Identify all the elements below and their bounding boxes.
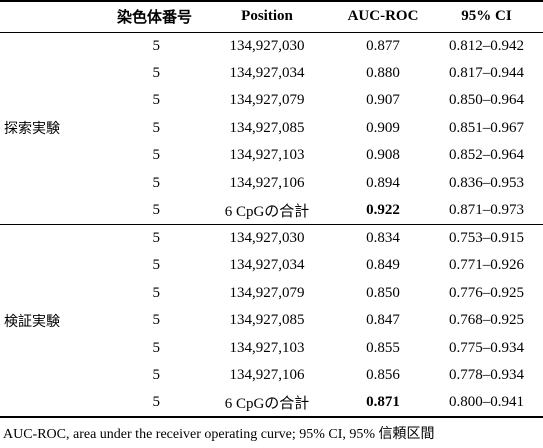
table-row: 5 134,927,030 0.877 0.812–0.942 [0, 32, 543, 60]
position-cell: 134,927,030 [229, 230, 305, 246]
table-row: 5 134,927,034 0.849 0.771–0.926 [0, 252, 543, 280]
header-position: Position [198, 0, 336, 33]
auc-roc-cell: 0.894 [366, 174, 400, 191]
ci-cell: 0.775–0.934 [449, 339, 524, 356]
ci-cell: 0.817–0.944 [449, 64, 524, 81]
ci-cell: 0.776–0.925 [449, 284, 524, 301]
auc-roc-cell: 0.877 [366, 37, 400, 54]
table-row: 5 134,927,030 0.834 0.753–0.915 [0, 225, 543, 253]
position-cell: 134,927,103 [229, 147, 305, 164]
ci-cell: 0.768–0.925 [449, 312, 524, 329]
auc-roc-cell: 0.834 [366, 230, 400, 246]
group-label-cell [0, 60, 100, 88]
table-header: 染色体番号 Position AUC-ROC 95% CI [0, 0, 543, 33]
auc-roc-cell: 0.908 [366, 147, 400, 164]
ci-cell: 0.852–0.964 [449, 147, 524, 164]
position-cell: 134,927,085 [229, 119, 305, 136]
auc-roc-cell: 0.850 [366, 284, 400, 301]
group-label-cell [0, 335, 100, 363]
chromosome-cell: 5 [152, 92, 161, 109]
auc-roc-cell: 0.909 [366, 119, 400, 136]
auc-roc-cell: 0.922 [336, 197, 430, 225]
group-label-cell: 検証実験 [4, 313, 60, 330]
position-cell: 134,927,106 [229, 367, 305, 384]
chromosome-cell: 5 [100, 389, 198, 418]
chromosome-cell: 5 [152, 339, 161, 356]
position-cell: 134,927,030 [229, 37, 305, 54]
table-row: 検証実験 5 134,927,085 0.847 0.768–0.925 [0, 307, 543, 335]
table-row: 5 134,927,079 0.850 0.776–0.925 [0, 280, 543, 308]
auc-roc-cell: 0.855 [366, 339, 400, 356]
table-row: 探索実験 5 134,927,085 0.909 0.851–0.967 [0, 115, 543, 143]
group-label-cell [0, 170, 100, 198]
chromosome-cell: 5 [152, 284, 161, 301]
chromosome-cell: 5 [152, 64, 161, 81]
group-label-cell: 探索実験 [4, 121, 60, 138]
chromosome-cell: 5 [152, 147, 161, 164]
chromosome-cell: 5 [152, 367, 161, 384]
chromosome-cell: 5 [152, 257, 161, 274]
group-label-cell [0, 142, 100, 170]
ci-cell: 0.771–0.926 [449, 257, 524, 274]
chromosome-cell: 5 [152, 37, 161, 54]
auc-roc-cell: 0.871 [336, 389, 430, 418]
position-cell: 134,927,103 [229, 339, 305, 356]
header-chromosome: 染色体番号 [100, 0, 198, 33]
header-group [0, 0, 100, 33]
group-label-cell [0, 225, 100, 253]
chromosome-cell: 5 [152, 174, 161, 191]
table-row: 5 134,927,079 0.907 0.850–0.964 [0, 87, 543, 115]
position-cell: 6 CpGの合計 [198, 389, 336, 418]
chromosome-cell: 5 [152, 230, 161, 246]
group-label-cell [0, 389, 100, 418]
group-label-cell [0, 197, 100, 225]
auc-roc-cell: 0.856 [366, 367, 400, 384]
group-label-cell [0, 280, 100, 308]
group-label-cell [0, 362, 100, 390]
auc-roc-cell: 0.880 [366, 64, 400, 81]
table-row: 5 134,927,034 0.880 0.817–0.944 [0, 60, 543, 88]
ci-cell: 0.812–0.942 [449, 37, 524, 54]
chromosome-cell: 5 [100, 197, 198, 225]
chromosome-cell: 5 [152, 119, 161, 136]
ci-cell: 0.800–0.941 [430, 389, 543, 418]
position-cell: 134,927,034 [229, 64, 305, 81]
header-95-ci: 95% CI [430, 0, 543, 33]
table-row: 5 134,927,103 0.855 0.775–0.934 [0, 335, 543, 363]
ci-cell: 0.851–0.967 [449, 119, 524, 136]
position-cell: 134,927,106 [229, 174, 305, 191]
table-body: 5 134,927,030 0.877 0.812–0.942 5 134,927,034… [0, 32, 543, 418]
table-row: 5 134,927,106 0.894 0.836–0.953 [0, 170, 543, 198]
group-label-cell [0, 87, 100, 115]
chromosome-cell: 5 [152, 312, 161, 329]
ci-cell: 0.871–0.973 [430, 197, 543, 225]
table-row: 5 134,927,103 0.908 0.852–0.964 [0, 142, 543, 170]
table-row: 5 134,927,106 0.856 0.778–0.934 [0, 362, 543, 390]
position-cell: 134,927,034 [229, 257, 305, 274]
position-cell: 134,927,085 [229, 312, 305, 329]
ci-cell: 0.753–0.915 [449, 230, 524, 246]
auc-roc-cell: 0.847 [366, 312, 400, 329]
position-cell: 6 CpGの合計 [198, 197, 336, 225]
auc-roc-cell: 0.849 [366, 257, 400, 274]
ci-cell: 0.836–0.953 [449, 174, 524, 191]
ci-cell: 0.850–0.964 [449, 92, 524, 109]
ci-cell: 0.778–0.934 [449, 367, 524, 384]
auc-roc-cell: 0.907 [366, 92, 400, 109]
group-label-cell [0, 32, 100, 60]
auc-roc-table: 染色体番号 Position AUC-ROC 95% CI 5 134,927,0… [0, 0, 543, 418]
table-footnote: AUC-ROC, area under the receiver operati… [3, 427, 435, 442]
group-label-cell [0, 252, 100, 280]
header-auc-roc: AUC-ROC [336, 0, 430, 33]
position-cell: 134,927,079 [229, 92, 305, 109]
position-cell: 134,927,079 [229, 284, 305, 301]
